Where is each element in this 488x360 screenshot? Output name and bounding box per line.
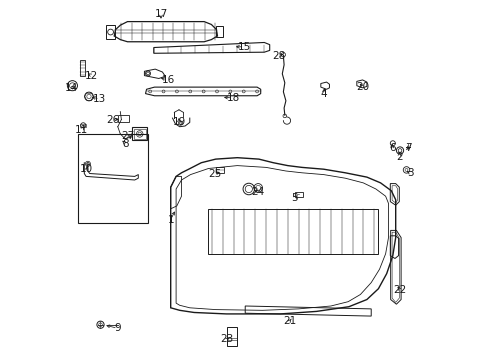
Text: 26: 26	[106, 114, 120, 125]
Text: 22: 22	[392, 285, 406, 295]
Bar	[78, 134, 148, 223]
Text: 20: 20	[355, 82, 368, 92]
Text: 25: 25	[208, 168, 221, 179]
Text: 5: 5	[291, 193, 298, 203]
Bar	[118, 115, 128, 122]
Text: 13: 13	[93, 94, 106, 104]
Text: 4: 4	[320, 89, 326, 99]
Text: 19: 19	[172, 117, 185, 127]
Text: 18: 18	[226, 93, 239, 103]
Text: 24: 24	[251, 186, 264, 197]
Text: 28: 28	[271, 51, 285, 61]
Text: 17: 17	[154, 9, 167, 19]
Text: 27: 27	[121, 131, 134, 141]
Text: 11: 11	[75, 125, 88, 135]
Bar	[80, 124, 86, 127]
Text: 21: 21	[282, 316, 296, 326]
Text: 23: 23	[220, 334, 233, 344]
Text: 2: 2	[395, 152, 402, 162]
Text: 12: 12	[85, 71, 98, 81]
Bar	[227, 327, 237, 346]
Bar	[294, 192, 302, 197]
Text: 10: 10	[80, 164, 93, 174]
Text: 9: 9	[114, 323, 121, 333]
Bar	[80, 60, 84, 76]
Text: 7: 7	[404, 143, 411, 153]
Text: 6: 6	[388, 143, 395, 153]
Bar	[215, 167, 224, 173]
Bar	[133, 129, 145, 139]
Bar	[132, 127, 147, 140]
Text: 8: 8	[122, 139, 129, 149]
Text: 14: 14	[64, 83, 78, 93]
Text: 15: 15	[237, 42, 251, 52]
Text: 3: 3	[406, 168, 412, 178]
Text: 1: 1	[167, 215, 174, 225]
Text: 16: 16	[161, 75, 174, 85]
